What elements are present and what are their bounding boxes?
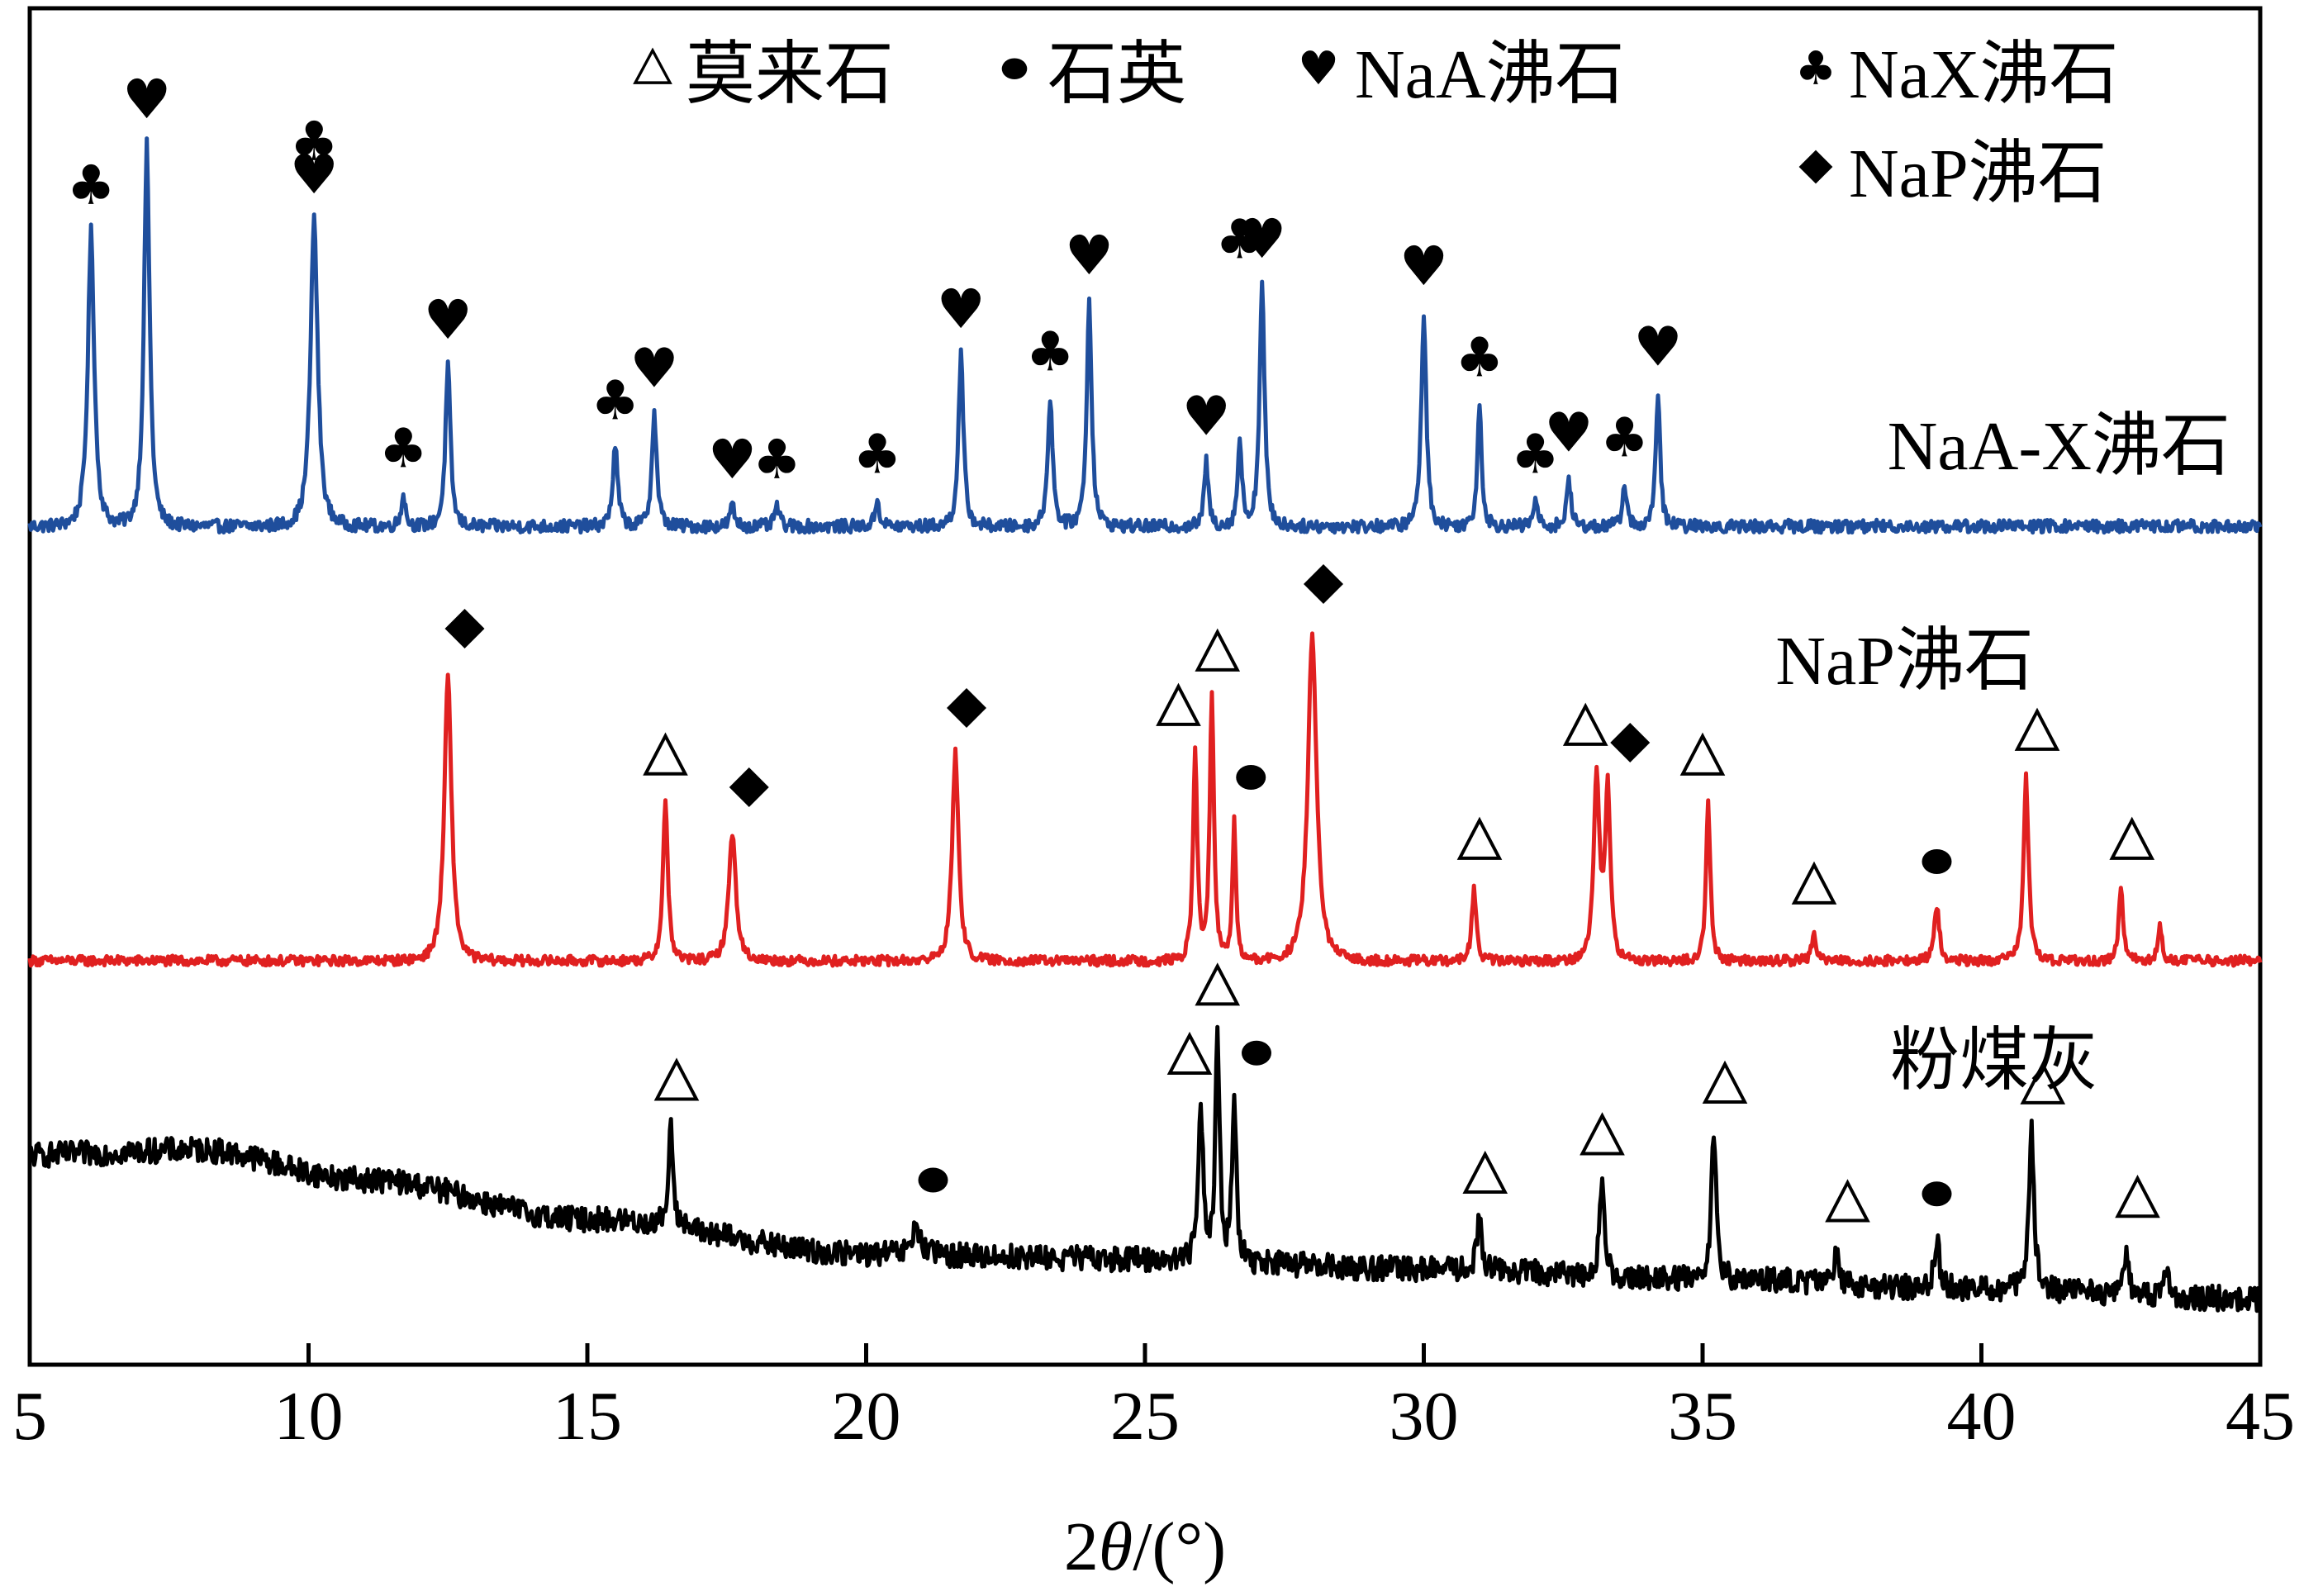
triangle-icon bbox=[1195, 962, 1241, 1006]
heart-icon: ♥ bbox=[1544, 401, 1593, 464]
circle-icon bbox=[1001, 58, 1028, 79]
legend: 莫来石 石英 ♥ NaA沸石 ♣ NaX沸石 NaP沸石 bbox=[633, 36, 2119, 212]
legend-label-mullite: 莫来石 bbox=[686, 36, 894, 113]
legend-entry-mullite: 莫来石 bbox=[633, 36, 894, 113]
triangle-icon bbox=[2115, 1175, 2160, 1218]
club-icon: ♣ bbox=[753, 428, 801, 492]
diamond-icon bbox=[1304, 564, 1343, 604]
circle-icon bbox=[1001, 58, 1028, 79]
club-icon: ♣ bbox=[290, 110, 339, 173]
legend-entry-nap: NaP沸石 bbox=[1798, 135, 2107, 212]
triangle-icon bbox=[1156, 682, 1201, 726]
diamond-icon bbox=[729, 767, 769, 807]
legend-label-nax: NaX沸石 bbox=[1849, 36, 2119, 113]
club-icon: ♣ bbox=[1026, 321, 1075, 384]
series-line bbox=[27, 136, 2263, 535]
circle-icon bbox=[1236, 765, 1266, 790]
series-layer bbox=[27, 136, 2263, 1313]
club-icon: ♣ bbox=[1795, 42, 1836, 96]
circle-icon bbox=[1242, 1040, 1271, 1066]
legend-label-nap: NaP沸石 bbox=[1849, 135, 2107, 212]
peak-marker-layer: ♣♥♣♥♣♥♣♥♥♣ ♣♥♣♥♥♣♥ ♥♣♣♥ ♣♥ bbox=[67, 68, 2160, 1223]
diamond-icon bbox=[444, 609, 485, 648]
circle-icon bbox=[918, 1167, 948, 1193]
triangle-icon bbox=[1195, 628, 1241, 672]
diamond-icon bbox=[1798, 150, 1833, 184]
triangle-icon bbox=[633, 47, 672, 84]
heart-icon: ♥ bbox=[1298, 42, 1339, 96]
series-label-naa-x: NaA-X沸石 bbox=[1888, 408, 2230, 485]
x-tick-label: 15 bbox=[553, 1378, 622, 1455]
legend-entry-nax: ♣ NaX沸石 bbox=[1795, 36, 2119, 113]
triangle-icon bbox=[2020, 1061, 2066, 1104]
club-icon: ♣ bbox=[1455, 325, 1504, 389]
club-icon: ♣ bbox=[379, 417, 428, 481]
heart-icon: ♥ bbox=[424, 288, 473, 352]
circle-icon bbox=[1922, 1181, 1952, 1207]
triangle-icon bbox=[1456, 816, 1503, 860]
x-tick-label: 5 bbox=[12, 1378, 47, 1455]
heart-icon: ♥ bbox=[1182, 385, 1231, 449]
triangle-icon bbox=[643, 732, 688, 776]
club-icon: ♣ bbox=[67, 154, 116, 217]
triangle-icon bbox=[2014, 707, 2060, 751]
diamond-icon bbox=[947, 688, 986, 728]
club-icon: ♣ bbox=[853, 422, 901, 486]
triangle-icon bbox=[1679, 732, 1726, 776]
series-label-fly-ash: 粉煤灰 bbox=[1890, 1023, 2098, 1100]
x-tick-label: 10 bbox=[274, 1378, 344, 1455]
series-line bbox=[27, 631, 2263, 968]
heart-icon: ♥ bbox=[1633, 315, 1682, 378]
triangle-icon bbox=[2109, 816, 2155, 860]
club-icon: ♣ bbox=[591, 368, 639, 432]
heart-icon: ♥ bbox=[937, 278, 986, 341]
triangle-icon bbox=[1166, 1031, 1213, 1076]
triangle-icon bbox=[1702, 1060, 1748, 1104]
x-axis-label: 2θ/(°) bbox=[1064, 1508, 1226, 1585]
x-tick-label: 25 bbox=[1110, 1378, 1180, 1455]
series-label-nap: NaP沸石 bbox=[1775, 623, 2034, 700]
club-icon: ♣ bbox=[1600, 406, 1649, 470]
triangle-icon bbox=[633, 47, 672, 84]
legend-label-quartz: 石英 bbox=[1047, 36, 1186, 113]
legend-entry-naa: ♥ NaA沸石 bbox=[1298, 36, 1625, 113]
legend-label-naa: NaA沸石 bbox=[1355, 36, 1625, 113]
triangle-icon bbox=[1825, 1179, 1870, 1223]
circle-icon bbox=[1922, 848, 1952, 874]
club-icon: ♣ bbox=[1795, 42, 1836, 96]
x-tick-label: 30 bbox=[1390, 1378, 1459, 1455]
x-axis-ticks: 5 10 15 20 25 30 35 40 45 bbox=[12, 1343, 2295, 1455]
heart-icon: ♥ bbox=[1399, 235, 1448, 298]
heart-icon: ♥ bbox=[122, 68, 171, 131]
triangle-icon bbox=[1562, 702, 1608, 746]
heart-icon: ♥ bbox=[1298, 42, 1339, 96]
triangle-icon bbox=[653, 1057, 700, 1101]
triangle-icon bbox=[1462, 1150, 1508, 1195]
heart-icon: ♥ bbox=[290, 143, 339, 207]
heart-icon: ♥ bbox=[708, 428, 757, 492]
x-tick-label: 40 bbox=[1947, 1378, 2017, 1455]
triangle-icon bbox=[1791, 861, 1837, 905]
series-line bbox=[28, 1024, 2263, 1313]
x-tick-label: 20 bbox=[832, 1378, 901, 1455]
club-icon: ♣ bbox=[1511, 422, 1560, 486]
x-tick-label: 45 bbox=[2226, 1378, 2295, 1455]
heart-icon: ♥ bbox=[1238, 207, 1286, 271]
heart-icon: ♥ bbox=[1065, 224, 1114, 287]
club-icon: ♣ bbox=[1215, 208, 1264, 272]
triangle-icon bbox=[1580, 1112, 1625, 1156]
heart-icon: ♥ bbox=[629, 336, 678, 400]
legend-entry-quartz: 石英 bbox=[1001, 36, 1186, 113]
x-tick-label: 35 bbox=[1668, 1378, 1737, 1455]
diamond-icon bbox=[1798, 150, 1833, 184]
diamond-icon bbox=[1610, 723, 1651, 762]
